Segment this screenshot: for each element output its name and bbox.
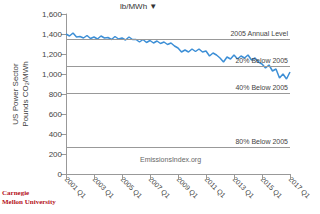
svg-text:2009 Q1: 2009 Q1 [175, 176, 200, 201]
svg-text:1,200: 1,200 [42, 50, 63, 59]
svg-text:Pounds CO₂/MWh: Pounds CO₂/MWh [21, 61, 30, 126]
svg-text:80% Below 2005: 80% Below 2005 [235, 138, 288, 145]
svg-text:2005 Annual Level: 2005 Annual Level [230, 30, 288, 37]
svg-text:2005 Q1: 2005 Q1 [119, 176, 144, 201]
svg-text:2007 Q1: 2007 Q1 [147, 176, 172, 201]
svg-text:lb/MWh ▼: lb/MWh ▼ [120, 2, 157, 11]
svg-text:40% Below 2005: 40% Below 2005 [235, 84, 288, 91]
svg-text:0: 0 [58, 170, 63, 179]
svg-text:400: 400 [49, 130, 63, 139]
svg-text:1,400: 1,400 [42, 30, 63, 39]
svg-text:200: 200 [49, 150, 63, 159]
svg-text:1,000: 1,000 [42, 70, 63, 79]
svg-text:EmissionsIndex.org: EmissionsIndex.org [140, 156, 201, 164]
svg-text:2015 Q1: 2015 Q1 [259, 176, 284, 201]
svg-text:20% Below 2005: 20% Below 2005 [235, 57, 288, 64]
svg-text:US Power Sector: US Power Sector [11, 63, 20, 125]
svg-text:Mellon University: Mellon University [2, 198, 56, 206]
svg-text:2017 Q1: 2017 Q1 [287, 176, 312, 201]
svg-text:1,600: 1,600 [42, 10, 63, 19]
svg-text:800: 800 [49, 90, 63, 99]
svg-text:Carnegie: Carnegie [2, 189, 29, 197]
svg-text:2001 Q1: 2001 Q1 [63, 176, 88, 201]
svg-text:2003 Q1: 2003 Q1 [91, 176, 116, 201]
svg-text:2013 Q1: 2013 Q1 [231, 176, 256, 201]
svg-text:2011 Q1: 2011 Q1 [203, 176, 227, 200]
svg-text:600: 600 [49, 110, 63, 119]
